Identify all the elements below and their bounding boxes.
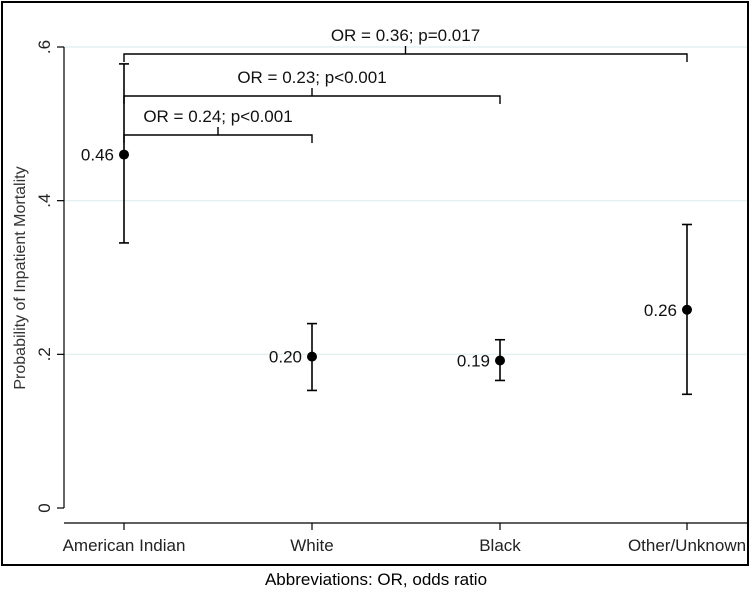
chart-frame: 0 .2 .4 .6 American Indian White Black Other/Un… bbox=[1, 1, 749, 566]
x-tick-label: American Indian bbox=[63, 536, 186, 555]
data-label: 0.20 bbox=[269, 348, 302, 367]
data-label: 0.46 bbox=[81, 146, 114, 165]
data-label: 0.19 bbox=[457, 351, 490, 370]
data-point bbox=[307, 351, 317, 362]
significance-bracket bbox=[123, 46, 688, 62]
significance-bracket bbox=[123, 88, 501, 104]
data-point bbox=[119, 149, 129, 160]
grid-layer bbox=[64, 46, 747, 355]
data-label: 0.26 bbox=[644, 301, 677, 320]
data-point bbox=[682, 304, 692, 315]
y-axis-title: Probability of Inpatient Mortality bbox=[12, 166, 29, 389]
significance-bracket bbox=[123, 127, 313, 143]
data-point bbox=[495, 355, 505, 366]
x-tick-label: Black bbox=[479, 536, 521, 555]
y-tick-label: .6 bbox=[35, 40, 54, 54]
significance-label: OR = 0.24; p<0.001 bbox=[143, 107, 292, 126]
chart-plot: 0 .2 .4 .6 American Indian White Black Other/Un… bbox=[12, 26, 747, 555]
y-tick-label: .2 bbox=[35, 347, 54, 361]
x-tick-label: Other/Unknown bbox=[628, 536, 746, 555]
significance-label: OR = 0.36; p=0.017 bbox=[331, 26, 480, 45]
bracket-layer: OR = 0.36; p=0.017 OR = 0.23; p<0.001 OR =… bbox=[123, 26, 688, 143]
y-tick-label: .4 bbox=[35, 194, 54, 208]
axis-layer: 0 .2 .4 .6 American Indian White Black Other/Un… bbox=[35, 40, 747, 555]
data-layer: 0.46 0.20 0.19 0.26 bbox=[81, 63, 692, 396]
x-tick-label: White bbox=[290, 536, 333, 555]
significance-label: OR = 0.23; p<0.001 bbox=[237, 68, 386, 87]
figure-caption: Abbreviations: OR, odds ratio bbox=[264, 570, 488, 589]
y-tick-label: 0 bbox=[35, 503, 54, 512]
